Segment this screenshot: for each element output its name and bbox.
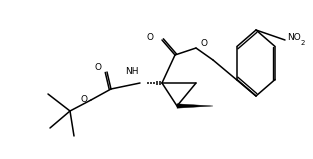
- Text: O: O: [146, 32, 153, 41]
- Text: O: O: [95, 63, 101, 73]
- Text: NO: NO: [287, 34, 301, 42]
- Text: O: O: [80, 94, 88, 104]
- Text: NH: NH: [125, 66, 139, 76]
- Text: 2: 2: [301, 40, 305, 46]
- Text: O: O: [201, 39, 208, 48]
- Polygon shape: [177, 104, 213, 108]
